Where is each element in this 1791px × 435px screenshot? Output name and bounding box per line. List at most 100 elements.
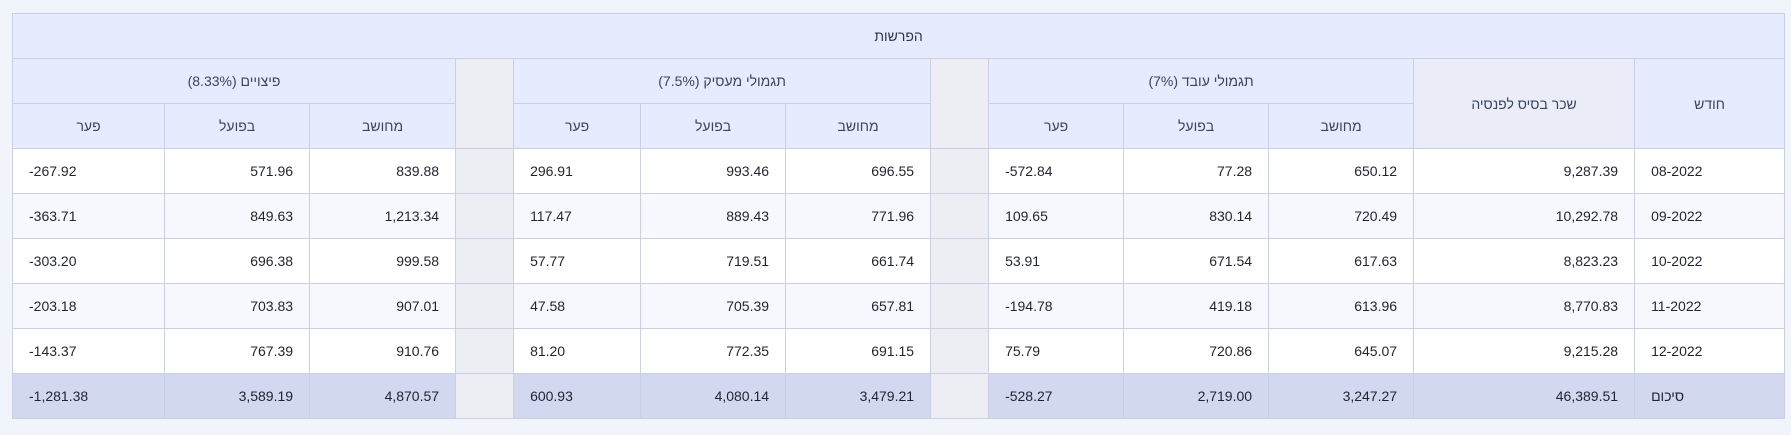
- column-spacer: [455, 283, 515, 329]
- cell-severance-actual: 571.96: [164, 148, 311, 194]
- table-row: 08-2022 9,287.39 650.12 77.28 -572.84 69…: [11, 148, 1786, 194]
- cell-employer-gap: 47.58: [513, 283, 642, 329]
- cell-severance-calculated: 910.76: [309, 328, 457, 374]
- header-severance-actual[interactable]: בפועל: [164, 103, 311, 149]
- total-severance-gap: -1,281.38: [11, 373, 166, 419]
- total-employer-gap: 600.93: [513, 373, 642, 419]
- column-spacer: [930, 58, 990, 149]
- column-spacer: [455, 193, 515, 239]
- header-base-salary[interactable]: שכר בסיס לפנסיה: [1413, 58, 1636, 149]
- column-spacer: [455, 238, 515, 284]
- column-spacer: [455, 328, 515, 374]
- cell-employer-calculated: 661.74: [785, 238, 932, 284]
- total-severance-actual: 3,589.19: [164, 373, 311, 419]
- cell-severance-calculated: 839.88: [309, 148, 457, 194]
- table-row: 09-2022 10,292.78 720.49 830.14 109.65 7…: [11, 193, 1786, 239]
- total-employee-calculated: 3,247.27: [1268, 373, 1415, 419]
- header-employer-actual[interactable]: בפועל: [640, 103, 787, 149]
- cell-severance-calculated: 907.01: [309, 283, 457, 329]
- cell-employee-calculated: 720.49: [1268, 193, 1415, 239]
- cell-severance-actual: 696.38: [164, 238, 311, 284]
- cell-employer-gap: 57.77: [513, 238, 642, 284]
- header-employer-contributions: תגמולי מעסיק (7.5%): [513, 58, 932, 104]
- cell-employee-actual: 419.18: [1123, 283, 1270, 329]
- cell-employer-calculated: 657.81: [785, 283, 932, 329]
- total-base-salary: 46,389.51: [1413, 373, 1636, 419]
- cell-employer-actual: 993.46: [640, 148, 787, 194]
- column-spacer: [930, 238, 990, 284]
- total-employer-calculated: 3,479.21: [785, 373, 932, 419]
- cell-base-salary: 8,823.23: [1413, 238, 1636, 284]
- total-employee-actual: 2,719.00: [1123, 373, 1270, 419]
- table-title: הפרשות: [11, 13, 1786, 59]
- cell-severance-actual: 703.83: [164, 283, 311, 329]
- cell-employer-calculated: 691.15: [785, 328, 932, 374]
- table-row: 12-2022 9,215.28 645.07 720.86 75.79 691…: [11, 328, 1786, 374]
- cell-severance-gap: -203.18: [11, 283, 166, 329]
- cell-employer-actual: 772.35: [640, 328, 787, 374]
- cell-employee-actual: 77.28: [1123, 148, 1270, 194]
- cell-month: 11-2022: [1634, 283, 1786, 329]
- cell-employee-calculated: 613.96: [1268, 283, 1415, 329]
- cell-base-salary: 9,287.39: [1413, 148, 1636, 194]
- cell-employer-gap: 81.20: [513, 328, 642, 374]
- cell-employer-actual: 705.39: [640, 283, 787, 329]
- table-row: 10-2022 8,823.23 617.63 671.54 53.91 661…: [11, 238, 1786, 284]
- column-spacer: [455, 373, 515, 419]
- header-employee-actual[interactable]: בפועל: [1123, 103, 1270, 149]
- cell-employee-actual: 671.54: [1123, 238, 1270, 284]
- header-employee-contributions: תגמולי עובד (7%): [988, 58, 1415, 104]
- total-severance-calculated: 4,870.57: [309, 373, 457, 419]
- header-employee-calculated[interactable]: מחושב: [1268, 103, 1415, 149]
- cell-employee-gap: 53.91: [988, 238, 1125, 284]
- cell-employer-actual: 719.51: [640, 238, 787, 284]
- cell-severance-gap: -267.92: [11, 148, 166, 194]
- cell-month: 12-2022: [1634, 328, 1786, 374]
- cell-severance-calculated: 1,213.34: [309, 193, 457, 239]
- cell-month: 10-2022: [1634, 238, 1786, 284]
- cell-month: 08-2022: [1634, 148, 1786, 194]
- total-employer-actual: 4,080.14: [640, 373, 787, 419]
- header-employer-gap[interactable]: פער: [513, 103, 642, 149]
- cell-employer-gap: 296.91: [513, 148, 642, 194]
- cell-base-salary: 9,215.28: [1413, 328, 1636, 374]
- cell-employee-actual: 720.86: [1123, 328, 1270, 374]
- cell-employer-gap: 117.47: [513, 193, 642, 239]
- cell-employee-calculated: 650.12: [1268, 148, 1415, 194]
- column-spacer: [930, 193, 990, 239]
- cell-employee-gap: 109.65: [988, 193, 1125, 239]
- cell-base-salary: 10,292.78: [1413, 193, 1636, 239]
- cell-employer-calculated: 696.55: [785, 148, 932, 194]
- header-month[interactable]: חודש: [1634, 58, 1786, 149]
- column-spacer: [930, 148, 990, 194]
- totals-row: סיכום 46,389.51 3,247.27 2,719.00 -528.2…: [11, 373, 1786, 419]
- column-spacer: [930, 283, 990, 329]
- header-severance-calculated[interactable]: מחושב: [309, 103, 457, 149]
- cell-month: 09-2022: [1634, 193, 1786, 239]
- table-row: 11-2022 8,770.83 613.96 419.18 -194.78 6…: [11, 283, 1786, 329]
- pension-deductions-panel: הפרשות חודש שכר בסיס לפנסיה תגמולי עובד …: [11, 13, 1786, 419]
- cell-employee-gap: -572.84: [988, 148, 1125, 194]
- deductions-table: הפרשות חודש שכר בסיס לפנסיה תגמולי עובד …: [11, 13, 1786, 419]
- cell-employee-calculated: 645.07: [1268, 328, 1415, 374]
- column-spacer: [930, 373, 990, 419]
- cell-base-salary: 8,770.83: [1413, 283, 1636, 329]
- total-label: סיכום: [1634, 373, 1786, 419]
- total-employee-gap: -528.27: [988, 373, 1125, 419]
- cell-employer-actual: 889.43: [640, 193, 787, 239]
- cell-severance-calculated: 999.58: [309, 238, 457, 284]
- header-severance: פיצויים (8.33%): [11, 58, 457, 104]
- cell-employee-gap: 75.79: [988, 328, 1125, 374]
- header-employer-calculated[interactable]: מחושב: [785, 103, 932, 149]
- cell-severance-gap: -303.20: [11, 238, 166, 284]
- cell-employee-actual: 830.14: [1123, 193, 1270, 239]
- cell-severance-gap: -143.37: [11, 328, 166, 374]
- header-employee-gap[interactable]: פער: [988, 103, 1125, 149]
- header-severance-gap[interactable]: פער: [11, 103, 166, 149]
- column-spacer: [930, 328, 990, 374]
- cell-severance-gap: -363.71: [11, 193, 166, 239]
- column-spacer: [455, 148, 515, 194]
- cell-severance-actual: 849.63: [164, 193, 311, 239]
- column-spacer: [455, 58, 515, 149]
- cell-employee-calculated: 617.63: [1268, 238, 1415, 284]
